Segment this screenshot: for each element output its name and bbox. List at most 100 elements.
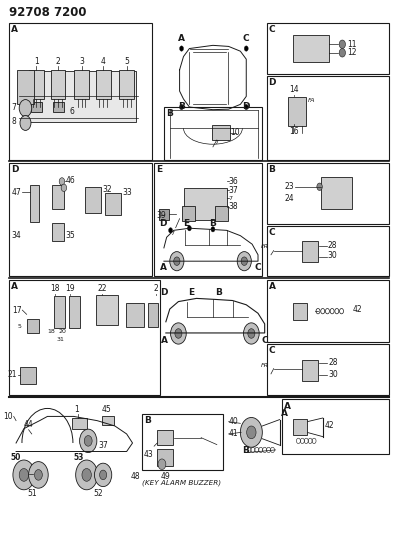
Bar [102, 416, 114, 425]
Text: D: D [160, 288, 168, 297]
Text: 22: 22 [98, 284, 107, 293]
Text: 2: 2 [56, 56, 60, 66]
Text: C: C [269, 346, 275, 355]
Text: 43: 43 [143, 450, 153, 459]
Bar [282, 399, 389, 454]
Circle shape [170, 252, 184, 271]
Circle shape [244, 46, 248, 51]
Text: 5: 5 [124, 56, 129, 66]
Text: 40: 40 [229, 417, 238, 426]
Text: FR: FR [260, 363, 269, 368]
Bar [184, 188, 227, 220]
Text: 12: 12 [347, 49, 357, 57]
Bar [105, 192, 121, 215]
Bar [126, 303, 144, 327]
Text: 50: 50 [11, 453, 21, 462]
Text: 44: 44 [24, 419, 33, 429]
Text: 42: 42 [325, 422, 334, 431]
Text: 52: 52 [94, 489, 103, 498]
Bar [267, 163, 389, 224]
Bar [154, 163, 262, 276]
Bar [182, 206, 195, 221]
Text: 16: 16 [290, 127, 299, 136]
Bar [52, 102, 63, 112]
Text: 46: 46 [66, 176, 76, 185]
Text: 30: 30 [328, 370, 338, 379]
Text: A: A [161, 336, 168, 345]
Bar [85, 187, 101, 213]
Text: B: B [216, 288, 222, 297]
Bar [293, 35, 329, 62]
Text: 42: 42 [352, 304, 362, 313]
Text: 39: 39 [156, 212, 166, 221]
Circle shape [13, 460, 35, 490]
Text: 7: 7 [229, 196, 232, 201]
Text: B: B [210, 219, 216, 228]
Text: 34: 34 [12, 231, 22, 240]
Text: 20: 20 [58, 329, 66, 334]
Bar [52, 185, 64, 209]
Circle shape [19, 100, 32, 117]
Bar [302, 241, 318, 262]
Circle shape [61, 184, 67, 191]
Bar [20, 367, 36, 384]
Circle shape [171, 323, 186, 344]
Text: E: E [188, 288, 194, 297]
Circle shape [29, 462, 48, 488]
Circle shape [82, 469, 91, 481]
Text: A: A [281, 409, 288, 418]
Bar [96, 295, 118, 325]
Circle shape [211, 227, 215, 232]
Text: 35: 35 [66, 231, 76, 240]
Text: 6: 6 [69, 107, 74, 116]
Text: 10: 10 [3, 412, 13, 421]
Circle shape [248, 329, 255, 338]
Bar [292, 303, 307, 320]
Bar [267, 23, 389, 74]
Circle shape [237, 252, 251, 271]
Text: 41: 41 [229, 430, 238, 439]
Circle shape [84, 435, 92, 446]
Text: 1: 1 [34, 56, 39, 66]
Bar [159, 208, 169, 220]
Circle shape [80, 429, 97, 453]
Circle shape [95, 463, 112, 487]
Text: D: D [159, 219, 167, 228]
Bar [212, 125, 230, 140]
Bar [215, 206, 228, 221]
Text: 17: 17 [12, 305, 22, 314]
Bar [30, 185, 39, 222]
Text: 37: 37 [229, 186, 238, 195]
Text: 7: 7 [171, 231, 175, 236]
Circle shape [241, 257, 247, 265]
Bar [157, 430, 173, 445]
Bar [267, 344, 389, 395]
Bar [69, 296, 80, 328]
Text: 14: 14 [290, 85, 299, 94]
Bar [321, 177, 352, 209]
Circle shape [76, 460, 98, 490]
Circle shape [100, 470, 107, 480]
Text: B: B [242, 446, 249, 455]
Circle shape [175, 329, 182, 338]
Circle shape [20, 116, 31, 131]
Text: B: B [178, 102, 185, 111]
Circle shape [158, 459, 166, 470]
Text: A: A [284, 401, 291, 410]
Text: 18: 18 [48, 329, 55, 334]
Bar [157, 449, 173, 466]
Text: 3: 3 [79, 56, 84, 66]
Circle shape [244, 104, 248, 110]
Bar [52, 223, 64, 241]
Text: D: D [269, 78, 276, 87]
Text: FR: FR [260, 244, 269, 249]
Circle shape [339, 49, 346, 57]
Bar [72, 418, 87, 429]
Circle shape [188, 225, 191, 231]
Text: C: C [261, 336, 268, 345]
Bar [293, 419, 307, 435]
Text: 24: 24 [285, 194, 294, 203]
Text: B: B [269, 165, 275, 174]
Text: 18: 18 [50, 284, 60, 293]
Text: 47: 47 [12, 188, 22, 197]
